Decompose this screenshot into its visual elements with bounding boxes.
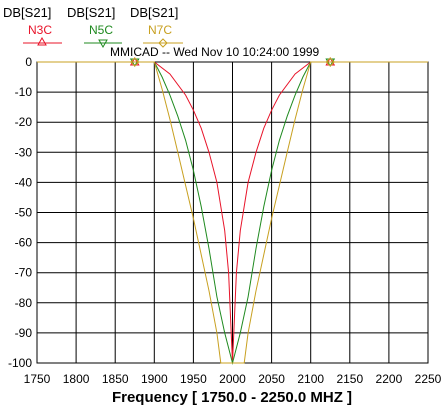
triangle-up-icon [37, 36, 47, 46]
x-tick-label: 2200 [376, 372, 403, 386]
diamond-icon [158, 38, 168, 48]
x-tick-label: 2100 [297, 372, 324, 386]
y-tick-label: -30 [15, 145, 33, 159]
legend-swatch-n7c [143, 38, 183, 48]
x-tick-label: 2250 [415, 372, 442, 386]
legend-series-n3c: N3C [28, 23, 52, 37]
y-tick-label: -70 [15, 266, 33, 280]
legend-series-n7c: N7C [148, 23, 172, 37]
y-tick-label: -20 [15, 115, 33, 129]
legend-series-n5c: N5C [89, 23, 113, 37]
x-tick-label: 1850 [102, 372, 129, 386]
y-tick-label: -100 [8, 356, 32, 370]
x-tick-label: 1950 [180, 372, 207, 386]
series-n7c [37, 57, 428, 364]
y-tick-label: -80 [15, 296, 33, 310]
y-tick-label: -50 [15, 206, 33, 220]
grid [36, 61, 429, 364]
legend-swatch-n5c [84, 39, 122, 49]
y-tick-label: -60 [15, 236, 33, 250]
marker-n7c [325, 57, 335, 67]
x-tick-label: 1750 [24, 372, 51, 386]
legend-measure-3: DB[S21] [130, 5, 178, 20]
x-tick-label: 2050 [258, 372, 285, 386]
y-tick-label: 0 [25, 55, 32, 69]
y-tick-label: -10 [15, 85, 33, 99]
series-layer [37, 56, 428, 365]
x-tick-label: 1900 [141, 372, 168, 386]
x-axis-ticks: 1750 1800 1850 1900 1950 2000 2050 2100 2150 2200… [24, 372, 442, 386]
marker-n7c [130, 57, 140, 67]
x-tick-label: 2150 [336, 372, 363, 386]
triangle-down-icon [98, 39, 108, 49]
series-line-n7c [37, 61, 428, 364]
y-tick-label: -90 [15, 326, 33, 340]
legend-measure-2: DB[S21] [67, 5, 115, 20]
legend-measure-1: DB[S21] [3, 5, 51, 20]
x-tick-label: 1800 [63, 372, 90, 386]
legend: DB[S21] DB[S21] DB[S21] N3C N5C N7C [3, 5, 183, 49]
y-axis-ticks: 0 -10 -20 -30 -40 -50 -60 -70 -80 -90 -100 [8, 55, 32, 370]
x-axis-label: Frequency [ 1750.0 - 2250.0 MHZ ] [112, 389, 352, 406]
x-tick-label: 2000 [219, 372, 246, 386]
chart-title: MMICAD -- Wed Nov 10 10:24:00 1999 [110, 45, 320, 59]
legend-swatch-n3c [23, 36, 62, 46]
y-tick-label: -40 [15, 175, 33, 189]
